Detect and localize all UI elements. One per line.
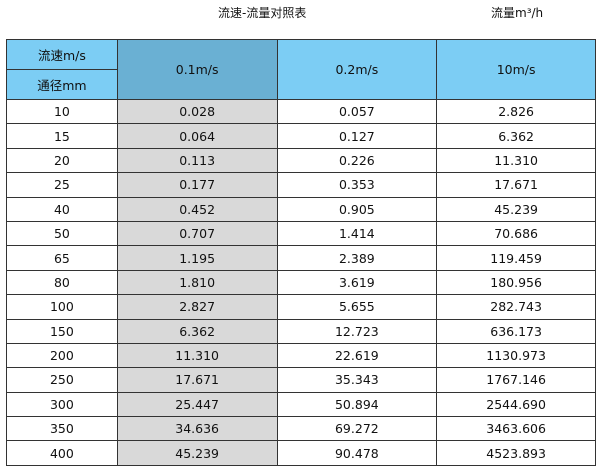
diameter-cell: 40 [6,196,118,222]
flow-cell: 70.686 [436,220,596,247]
table-row: 10 0.028 0.057 2.826 [6,98,596,125]
flow-cell: 1767.146 [436,367,596,393]
flow-cell: 0.057 [276,98,438,125]
diameter-cell: 10 [6,98,118,125]
table-row: 40 0.452 0.905 45.239 [6,196,596,222]
flow-cell: 119.459 [436,245,596,271]
table-row: 100 2.827 5.655 282.743 [6,294,596,320]
table-row: 80 1.810 3.619 180.956 [6,269,596,296]
flow-cell: 0.707 [116,220,278,247]
flow-cell: 0.064 [116,123,278,149]
flow-cell: 0.226 [276,147,438,174]
flow-cell: 69.272 [276,416,438,442]
table-row: 350 34.636 69.272 3463.606 [6,416,596,442]
flow-cell: 0.452 [116,196,278,222]
flow-cell: 6.362 [116,318,278,344]
flow-cell: 45.239 [436,196,596,222]
table-row: 20 0.113 0.226 11.310 [6,147,596,174]
column-header: 10m/s [436,39,596,100]
flow-cell: 11.310 [116,342,278,369]
table-title: 流速-流量对照表 [218,6,307,20]
velocity-header: 流速m/s [6,39,118,70]
column-header: 0.2m/s [276,39,438,100]
flow-cell: 50.894 [276,391,438,418]
flow-cell: 0.353 [276,172,438,198]
flow-cell: 25.447 [116,391,278,418]
diameter-cell: 15 [6,123,118,149]
flow-cell: 2544.690 [436,391,596,418]
flow-cell: 2.826 [436,98,596,125]
table-row: 65 1.195 2.389 119.459 [6,245,596,271]
flow-cell: 5.655 [276,294,438,320]
table-row: 300 25.447 50.894 2544.690 [6,391,596,418]
flow-cell: 6.362 [436,123,596,149]
column-header: 0.1m/s [116,39,278,100]
unit-label: 流量m³/h [491,6,544,20]
table-row: 200 11.310 22.619 1130.973 [6,342,596,369]
table-row: 25 0.177 0.353 17.671 [6,172,596,198]
diameter-cell: 300 [6,391,118,418]
diameter-header: 通径mm [6,69,118,100]
table-row: 250 17.671 35.343 1767.146 [6,367,596,393]
diameter-cell: 50 [6,220,118,247]
diameter-cell: 200 [6,342,118,369]
flow-cell: 4523.893 [436,440,596,466]
flow-cell: 0.127 [276,123,438,149]
diameter-cell: 100 [6,294,118,320]
flow-cell: 1.195 [116,245,278,271]
flow-cell: 3.619 [276,269,438,296]
flow-cell: 636.173 [436,318,596,344]
flow-cell: 0.905 [276,196,438,222]
flow-cell: 0.113 [116,147,278,174]
flow-cell: 34.636 [116,416,278,442]
flow-cell: 2.389 [276,245,438,271]
flow-cell: 11.310 [436,147,596,174]
flow-cell: 17.671 [436,172,596,198]
table-row: 15 0.064 0.127 6.362 [6,123,596,149]
diameter-cell: 150 [6,318,118,344]
flow-cell: 22.619 [276,342,438,369]
diameter-cell: 350 [6,416,118,442]
flow-table: 流速m/s 0.1m/s 0.2m/s 10m/s 通径mm 10 0.028 0.… [6,39,596,466]
diameter-cell: 25 [6,172,118,198]
flow-cell: 2.827 [116,294,278,320]
flow-cell: 1.810 [116,269,278,296]
flow-cell: 90.478 [276,440,438,466]
flow-cell: 180.956 [436,269,596,296]
table-row: 400 45.239 90.478 4523.893 [6,440,596,466]
diameter-cell: 80 [6,269,118,296]
flow-cell: 0.028 [116,98,278,125]
table-row: 150 6.362 12.723 636.173 [6,318,596,344]
flow-cell: 1130.973 [436,342,596,369]
flow-cell: 0.177 [116,172,278,198]
diameter-cell: 400 [6,440,118,466]
table-row: 50 0.707 1.414 70.686 [6,220,596,247]
flow-cell: 17.671 [116,367,278,393]
diameter-cell: 250 [6,367,118,393]
diameter-cell: 20 [6,147,118,174]
flow-cell: 1.414 [276,220,438,247]
flow-cell: 12.723 [276,318,438,344]
flow-cell: 45.239 [116,440,278,466]
diameter-cell: 65 [6,245,118,271]
flow-cell: 282.743 [436,294,596,320]
flow-cell: 3463.606 [436,416,596,442]
flow-cell: 35.343 [276,367,438,393]
